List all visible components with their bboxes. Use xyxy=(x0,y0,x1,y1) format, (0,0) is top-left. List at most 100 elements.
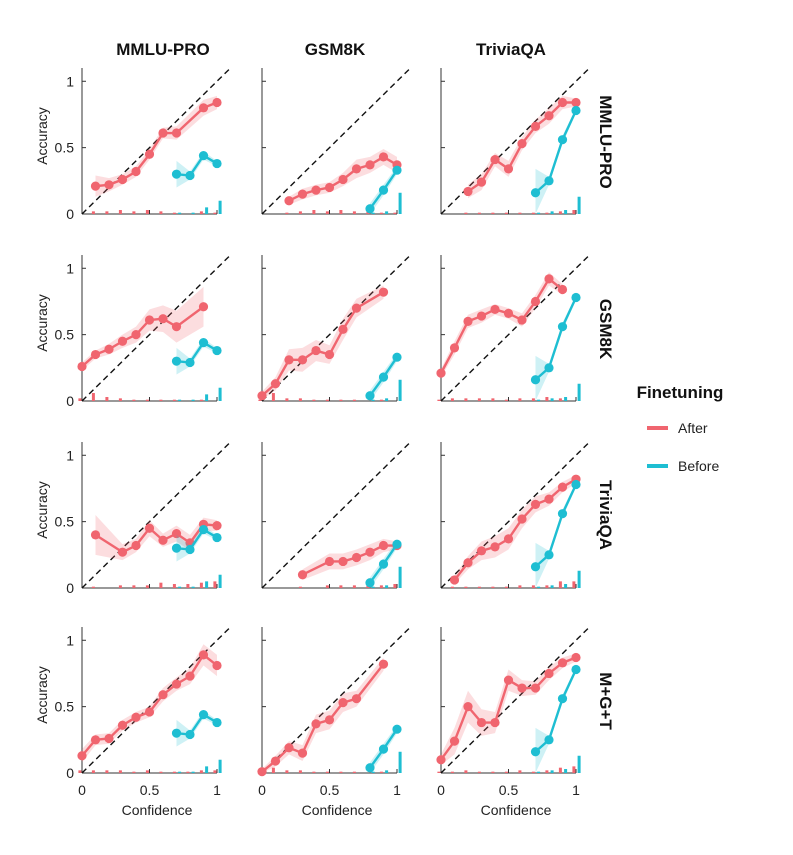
after-data-point xyxy=(284,743,294,753)
before-data-point xyxy=(544,176,554,186)
y-tick-label: 1 xyxy=(66,632,74,648)
after-data-point xyxy=(144,707,155,717)
after-count-bar xyxy=(118,585,122,588)
after-count-bar xyxy=(118,770,122,773)
before-count-bar xyxy=(218,200,222,214)
after-data-point xyxy=(77,751,87,761)
after-data-point xyxy=(449,343,460,353)
panel-r3-c1: 0 0.5 1 Confidence xyxy=(257,626,411,818)
after-count-bar xyxy=(545,770,549,773)
before-data-point xyxy=(557,322,568,332)
before-series-line xyxy=(534,109,578,194)
after-count-bar xyxy=(285,398,289,401)
before-data-point xyxy=(571,105,581,116)
before-series-line xyxy=(176,340,218,364)
after-data-point xyxy=(449,575,460,585)
after-data-point xyxy=(544,274,554,284)
after-count-bar xyxy=(145,210,149,214)
before-data-point xyxy=(198,525,209,535)
after-count-bar xyxy=(118,398,122,401)
after-data-point xyxy=(185,671,195,681)
after-data-point xyxy=(544,111,554,121)
after-count-bar xyxy=(477,771,481,773)
after-count-bar xyxy=(258,399,262,401)
y-tick-label: 1 xyxy=(66,260,74,276)
after-count-bar xyxy=(393,212,397,214)
after-count-bar xyxy=(172,584,176,588)
after-data-point xyxy=(530,499,541,509)
diagonal-reference-line xyxy=(440,254,590,402)
after-count-bar xyxy=(271,767,275,773)
before-data-point xyxy=(530,375,541,385)
after-count-bar xyxy=(325,771,329,773)
after-count-bar xyxy=(379,771,383,773)
before-count-bar xyxy=(577,570,581,588)
after-data-point xyxy=(324,349,335,360)
after-data-point xyxy=(144,523,155,533)
x-axis-label: Confidence xyxy=(302,802,373,818)
before-count-bar xyxy=(371,399,375,401)
after-count-bar xyxy=(172,399,176,401)
after-count-bar xyxy=(491,586,495,588)
before-data-point xyxy=(212,158,222,169)
before-data-point xyxy=(392,352,402,362)
before-data-point xyxy=(365,391,375,401)
after-data-point xyxy=(131,540,141,551)
before-data-point xyxy=(365,763,375,773)
before-count-bar xyxy=(191,212,195,214)
after-data-point xyxy=(77,361,87,372)
after-data-point xyxy=(503,164,514,174)
row-title: GSM8K xyxy=(596,299,615,360)
before-data-point xyxy=(212,532,222,543)
before-count-bar xyxy=(564,584,568,588)
before-count-bar xyxy=(550,211,554,214)
before-count-bar xyxy=(218,574,222,588)
after-count-bar xyxy=(464,398,468,401)
after-data-point xyxy=(117,174,128,185)
after-count-bar xyxy=(339,399,343,401)
row-title: TriviaQA xyxy=(596,480,615,550)
after-data-point xyxy=(338,698,348,708)
before-data-point xyxy=(392,539,402,549)
after-data-point xyxy=(490,154,500,165)
panel-r2-c2 xyxy=(440,441,590,589)
after-data-point xyxy=(338,174,348,185)
after-data-point xyxy=(171,322,182,332)
before-count-bar xyxy=(371,212,375,214)
before-count-bar xyxy=(191,586,195,588)
after-count-bar xyxy=(298,211,302,214)
x-tick-label: 1 xyxy=(572,782,580,798)
after-data-point xyxy=(198,650,209,660)
column-title: GSM8K xyxy=(305,40,366,59)
diagonal-reference-line xyxy=(261,441,411,589)
after-count-bar xyxy=(132,585,136,588)
before-series-line xyxy=(534,668,578,753)
after-count-bar xyxy=(545,585,549,588)
after-count-bar xyxy=(78,398,82,401)
after-count-bar xyxy=(298,586,302,588)
after-count-bar xyxy=(312,771,316,773)
after-count-bar xyxy=(298,398,302,401)
after-count-bar xyxy=(437,399,441,401)
before-count-bar xyxy=(385,398,389,401)
before-confidence-band xyxy=(176,338,217,375)
after-data-point xyxy=(365,547,375,557)
x-tick-label: 0 xyxy=(258,782,266,798)
after-count-bar xyxy=(518,212,522,214)
before-data-point xyxy=(392,724,402,734)
after-count-bar xyxy=(572,766,576,773)
after-count-bar xyxy=(145,399,149,401)
panel-r2-c0: 0 0.5 1 Accuracy xyxy=(34,441,231,596)
before-count-bar xyxy=(178,399,182,401)
before-data-point xyxy=(571,292,581,303)
before-data-point xyxy=(212,345,222,356)
before-count-bar xyxy=(577,383,581,401)
after-data-point xyxy=(544,668,554,679)
after-data-point xyxy=(338,324,348,334)
after-count-bar xyxy=(504,771,508,773)
after-data-point xyxy=(378,152,389,162)
after-count-bar xyxy=(298,770,302,773)
after-count-bar xyxy=(352,399,356,401)
before-confidence-band xyxy=(176,151,217,188)
